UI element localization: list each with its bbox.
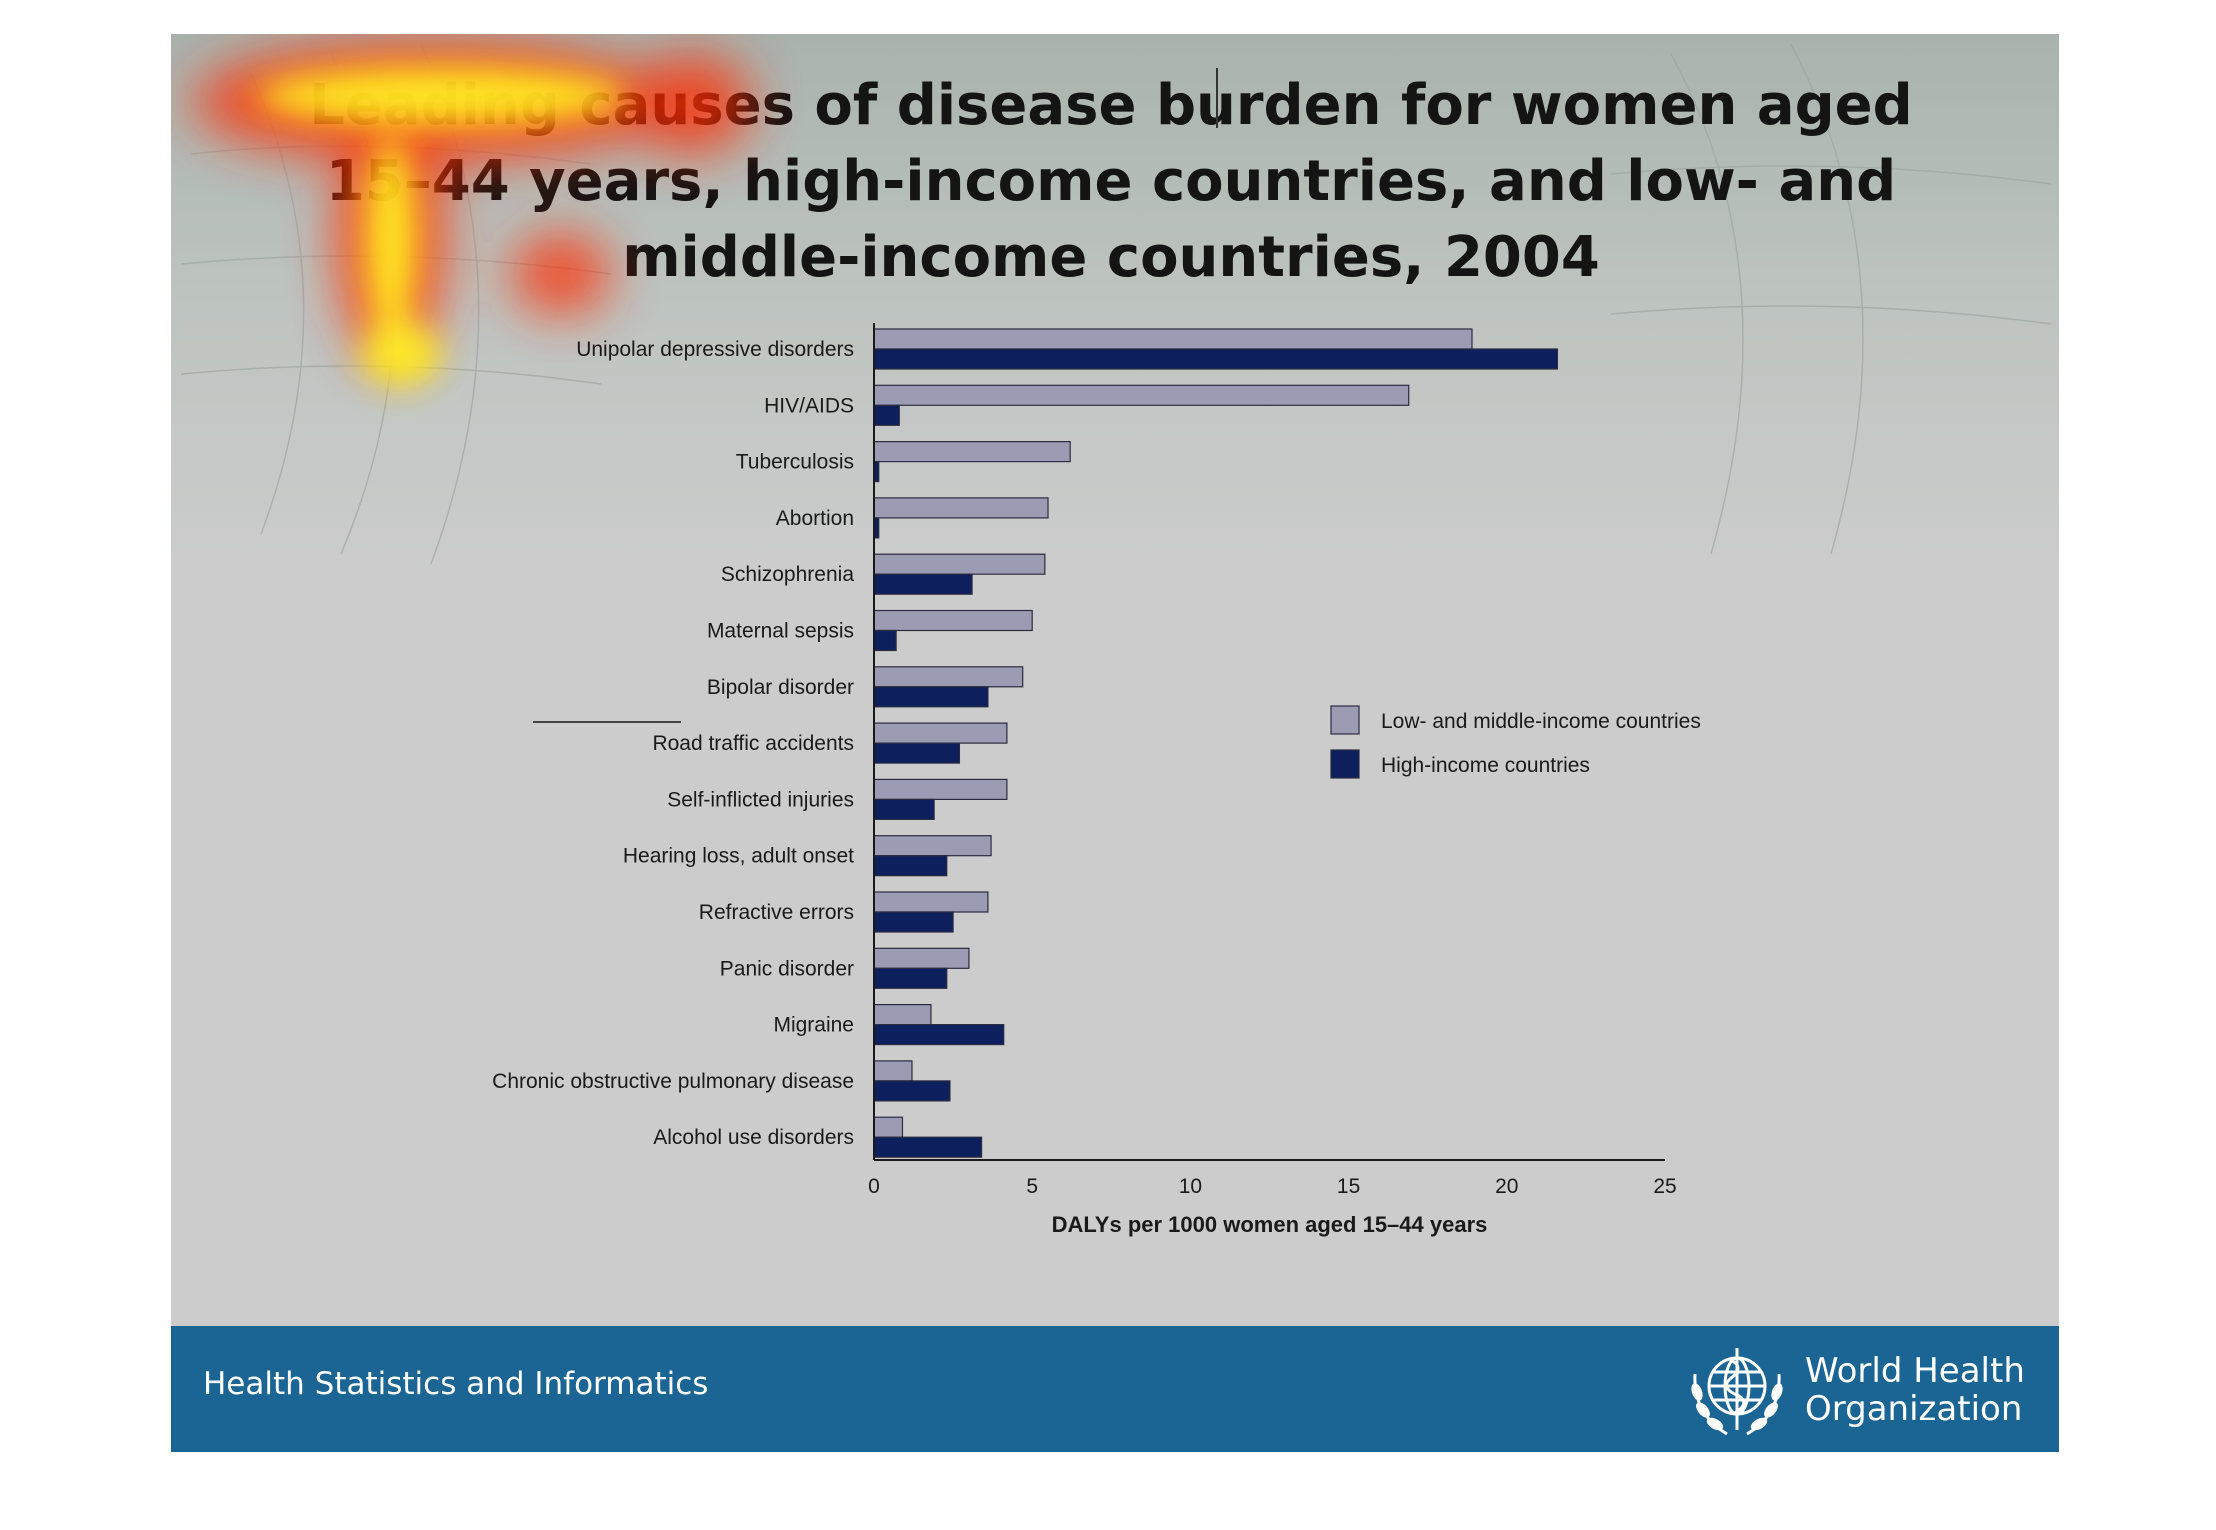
category-label: Schizophrenia	[721, 563, 854, 586]
category-label: Migraine	[773, 1014, 854, 1037]
legend-swatch-1	[1330, 749, 1360, 779]
footer-bar: Health Statistics and Informatics	[171, 1326, 2059, 1452]
bar-high-income-0	[873, 348, 1559, 370]
category-label: Road traffic accidents	[652, 732, 854, 755]
category-label: Alcohol use disorders	[653, 1126, 854, 1149]
bar-low-middle-income-2	[873, 441, 1071, 463]
x-tick-label: 5	[1026, 1175, 1038, 1198]
legend-label-1: High-income countries	[1381, 754, 1590, 777]
bar-low-middle-income-1	[873, 384, 1410, 406]
who-emblem-logo	[1691, 1348, 1783, 1436]
org-name-line2: Organization	[1805, 1389, 2023, 1429]
bar-low-middle-income-10	[873, 891, 989, 913]
category-label: Panic disorder	[720, 957, 854, 980]
category-label: Chronic obstructive pulmonary disease	[492, 1070, 854, 1093]
x-tick-label: 15	[1337, 1175, 1360, 1198]
bar-low-middle-income-13	[873, 1060, 913, 1082]
bar-high-income-13	[873, 1080, 951, 1102]
category-label: Refractive errors	[699, 901, 854, 924]
bar-high-income-6	[873, 686, 989, 708]
x-axis-label: DALYs per 1000 women aged 15–44 years	[1052, 1212, 1488, 1237]
bar-low-middle-income-6	[873, 666, 1024, 688]
category-label: Unipolar depressive disorders	[576, 338, 854, 361]
category-label: Self-inflicted injuries	[667, 788, 854, 811]
bar-low-middle-income-0	[873, 328, 1473, 350]
bar-low-middle-income-4	[873, 553, 1046, 575]
bar-low-middle-income-14	[873, 1116, 904, 1138]
bar-high-income-14	[873, 1136, 983, 1158]
bar-high-income-5	[873, 629, 897, 652]
bar-high-income-4	[873, 573, 973, 595]
x-tick-label: 25	[1653, 1175, 1676, 1198]
bar-high-income-11	[873, 967, 948, 989]
bar-high-income-10	[873, 911, 954, 933]
horizontal-rule	[533, 721, 681, 723]
bar-high-income-1	[873, 404, 900, 426]
category-label: Tuberculosis	[736, 451, 854, 474]
bar-low-middle-income-3	[873, 497, 1049, 519]
x-tick-label: 20	[1495, 1175, 1518, 1198]
bar-low-middle-income-12	[873, 1003, 932, 1026]
bar-low-middle-income-5	[873, 609, 1033, 632]
vertical-rule	[1216, 68, 1218, 128]
category-label: HIV/AIDS	[764, 394, 854, 417]
bar-high-income-12	[873, 1023, 1005, 1046]
x-tick-label: 0	[868, 1175, 880, 1198]
slide: Leading causes of disease burden for wom…	[171, 34, 2059, 1452]
category-label: Maternal sepsis	[707, 620, 854, 643]
category-label: Abortion	[776, 507, 854, 530]
bar-low-middle-income-11	[873, 947, 970, 969]
x-tick-label: 10	[1179, 1175, 1202, 1198]
org-name-line1: World Health	[1805, 1351, 2025, 1391]
bar-low-middle-income-8	[873, 778, 1008, 801]
category-label: Bipolar disorder	[707, 676, 854, 699]
bar-low-middle-income-9	[873, 835, 992, 857]
bar-low-middle-income-7	[873, 722, 1008, 744]
who-organization-name: World Health Organization	[1805, 1352, 2045, 1428]
bar-high-income-9	[873, 855, 948, 877]
bar-chart: 0 5 10 15 20 25 DALYs per 1000 women aged 15–4…	[492, 323, 1701, 1237]
category-label: Hearing loss, adult onset	[623, 845, 854, 868]
legend-label-0: Low- and middle-income countries	[1381, 710, 1701, 733]
legend-swatch-0	[1330, 705, 1360, 735]
bar-high-income-8	[873, 798, 935, 821]
bar-high-income-7	[873, 742, 961, 764]
footer-department-label: Health Statistics and Informatics	[203, 1366, 709, 1402]
